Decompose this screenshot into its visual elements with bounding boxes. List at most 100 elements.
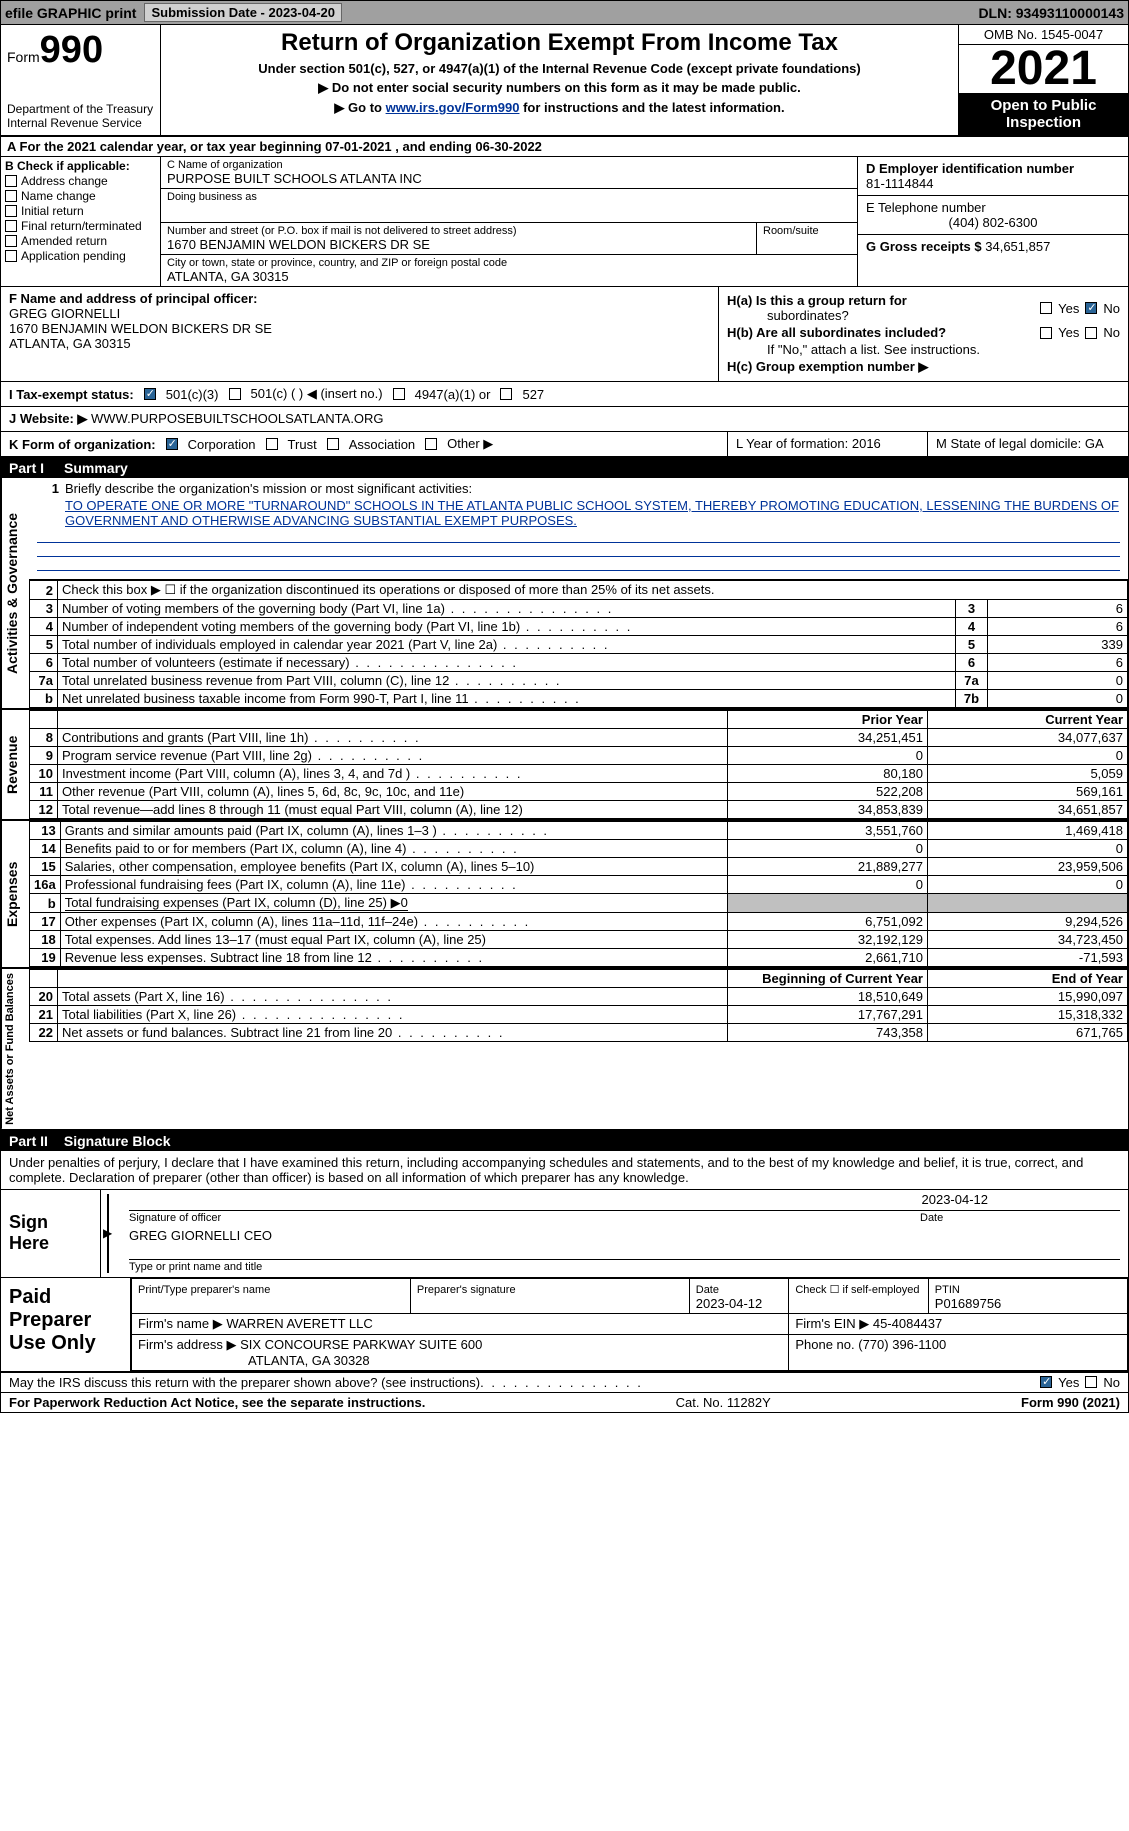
prep-date: 2023-04-12 (696, 1296, 763, 1311)
checkbox-icon[interactable] (266, 438, 278, 450)
sig-name-label: Type or print name and title (129, 1261, 262, 1273)
blank-line (37, 543, 1120, 557)
section-bcd: B Check if applicable: Address change Na… (1, 157, 1128, 287)
sign-here-row: Sign Here 2023-04-12 Signature of office… (1, 1190, 1128, 1278)
cb-amended-return[interactable]: Amended return (5, 234, 156, 248)
checkbox-icon[interactable] (1040, 302, 1052, 314)
checkbox-icon[interactable] (229, 388, 241, 400)
website-label: J Website: ▶ (9, 411, 87, 426)
checkbox-icon[interactable] (1085, 327, 1097, 339)
vtab-net-assets: Net Assets or Fund Balances (1, 969, 29, 1129)
address-field: Number and street (or P.O. box if mail i… (161, 223, 757, 255)
line-12: 12Total revenue—add lines 8 through 11 (… (30, 801, 1128, 819)
tel-value: (404) 802-6300 (866, 215, 1120, 230)
discuss-row: May the IRS discuss this return with the… (1, 1373, 1128, 1393)
revenue-table: Prior YearCurrent Year 8Contributions an… (29, 710, 1128, 819)
sig-officer-label: Signature of officer (129, 1212, 920, 1224)
checkbox-checked-icon[interactable] (166, 438, 178, 450)
topbar: efile GRAPHIC print Submission Date - 20… (1, 1, 1128, 25)
hc-row: H(c) Group exemption number ▶ (727, 359, 1120, 375)
officer-label: F Name and address of principal officer: (9, 291, 258, 306)
checkbox-icon (5, 250, 17, 262)
part2-title: Signature Block (64, 1133, 171, 1149)
signature-block: Under penalties of perjury, I declare th… (1, 1151, 1128, 1412)
checkbox-icon[interactable] (327, 438, 339, 450)
cb-address-change[interactable]: Address change (5, 174, 156, 188)
part1-header: Part I Summary (1, 458, 1128, 478)
room-label: Room/suite (763, 225, 851, 237)
sig-date-label: Date (920, 1212, 1120, 1224)
sig-name: GREG GIORNELLI CEO (129, 1228, 1120, 1243)
line-15: 15Salaries, other compensation, employee… (30, 858, 1128, 876)
checkbox-checked-icon[interactable] (144, 388, 156, 400)
footer: For Paperwork Reduction Act Notice, see … (1, 1393, 1128, 1412)
checkbox-icon[interactable] (1040, 327, 1052, 339)
header-left: Form990 Department of the Treasury Inter… (1, 25, 161, 135)
phone-value: (770) 396-1100 (858, 1337, 946, 1352)
header: Form990 Department of the Treasury Inter… (1, 25, 1128, 137)
checkbox-icon[interactable] (500, 388, 512, 400)
row-fh: F Name and address of principal officer:… (1, 287, 1128, 382)
gross-value: 34,651,857 (985, 239, 1050, 254)
year-formation: L Year of formation: 2016 (728, 432, 928, 456)
tax-exempt-label: I Tax-exempt status: (9, 387, 134, 402)
row-k: K Form of organization: Corporation Trus… (1, 432, 1128, 458)
city-label: City or town, state or province, country… (167, 257, 851, 269)
firm-addr2: ATLANTA, GA 30328 (138, 1353, 370, 1368)
blank-line (37, 557, 1120, 571)
line-9: 9Program service revenue (Part VIII, lin… (30, 747, 1128, 765)
ein-label: D Employer identification number (866, 161, 1120, 176)
checkbox-icon[interactable] (393, 388, 405, 400)
ha-sub: subordinates? (727, 308, 849, 323)
net-assets-table: Beginning of Current YearEnd of Year 20T… (29, 969, 1128, 1042)
foot-mid: Cat. No. 11282Y (425, 1395, 1021, 1410)
arrow-icon (101, 1190, 117, 1277)
org-name-value: PURPOSE BUILT SCHOOLS ATLANTA INC (167, 171, 851, 186)
ha-row: H(a) Is this a group return for subordin… (727, 293, 1120, 323)
line-17: 17Other expenses (Part IX, column (A), l… (30, 913, 1128, 931)
part1-num: Part I (9, 460, 44, 476)
checkbox-checked-icon[interactable] (1040, 1376, 1052, 1388)
goto-post: for instructions and the latest informat… (519, 100, 784, 115)
efile-label[interactable]: efile GRAPHIC print (5, 5, 136, 21)
checkbox-checked-icon[interactable] (1085, 302, 1097, 314)
firm-ein: 45-4084437 (873, 1316, 942, 1331)
rev-header: Prior YearCurrent Year (30, 711, 1128, 729)
col-b: B Check if applicable: Address change Na… (1, 157, 161, 286)
irs-link[interactable]: www.irs.gov/Form990 (386, 100, 520, 115)
perjury-declaration: Under penalties of perjury, I declare th… (1, 1151, 1128, 1190)
dba-field: Doing business as (161, 189, 857, 223)
preparer-table: Print/Type preparer's name Preparer's si… (131, 1278, 1128, 1371)
dln-label: DLN: 93493110000143 (978, 5, 1124, 21)
row-i: I Tax-exempt status: 501(c)(3) 501(c) ( … (1, 382, 1128, 407)
col-d: D Employer identification number 81-1114… (858, 157, 1128, 286)
tax-year: 2021 (959, 45, 1128, 93)
submission-date-button[interactable]: Submission Date - 2023-04-20 (144, 3, 342, 22)
sign-here-label: Sign Here (1, 1190, 101, 1277)
mission-block: 1Briefly describe the organization's mis… (29, 478, 1128, 580)
cb-final-return[interactable]: Final return/terminated (5, 219, 156, 233)
part2-header: Part II Signature Block (1, 1131, 1128, 1151)
form-title: Return of Organization Exempt From Incom… (165, 29, 954, 57)
mission-label: Briefly describe the organization's miss… (65, 481, 1120, 496)
expenses-table: 13Grants and similar amounts paid (Part … (29, 821, 1128, 967)
telephone-field: E Telephone number (404) 802-6300 (858, 196, 1128, 235)
state-domicile: M State of legal domicile: GA (928, 432, 1128, 456)
vtab-revenue: Revenue (1, 710, 29, 819)
na-header: Beginning of Current YearEnd of Year (30, 970, 1128, 988)
open-inspection: Open to Public Inspection (959, 93, 1128, 135)
officer-addr1: 1670 BENJAMIN WELDON BICKERS DR SE (9, 321, 710, 336)
city-field: City or town, state or province, country… (161, 255, 857, 286)
col-b-label: B Check if applicable: (5, 159, 156, 173)
checkbox-icon (5, 235, 17, 247)
address-value: 1670 BENJAMIN WELDON BICKERS DR SE (167, 237, 750, 252)
hb-row: H(b) Are all subordinates included? Yes … (727, 325, 1120, 340)
checkbox-icon[interactable] (1085, 1376, 1097, 1388)
dba-label: Doing business as (167, 191, 851, 203)
cb-app-pending[interactable]: Application pending (5, 249, 156, 263)
cb-initial-return[interactable]: Initial return (5, 204, 156, 218)
gross-receipts-field: G Gross receipts $ 34,651,857 (858, 235, 1128, 258)
cb-name-change[interactable]: Name change (5, 189, 156, 203)
line-3: 3Number of voting members of the governi… (30, 600, 1128, 618)
checkbox-icon[interactable] (425, 438, 437, 450)
